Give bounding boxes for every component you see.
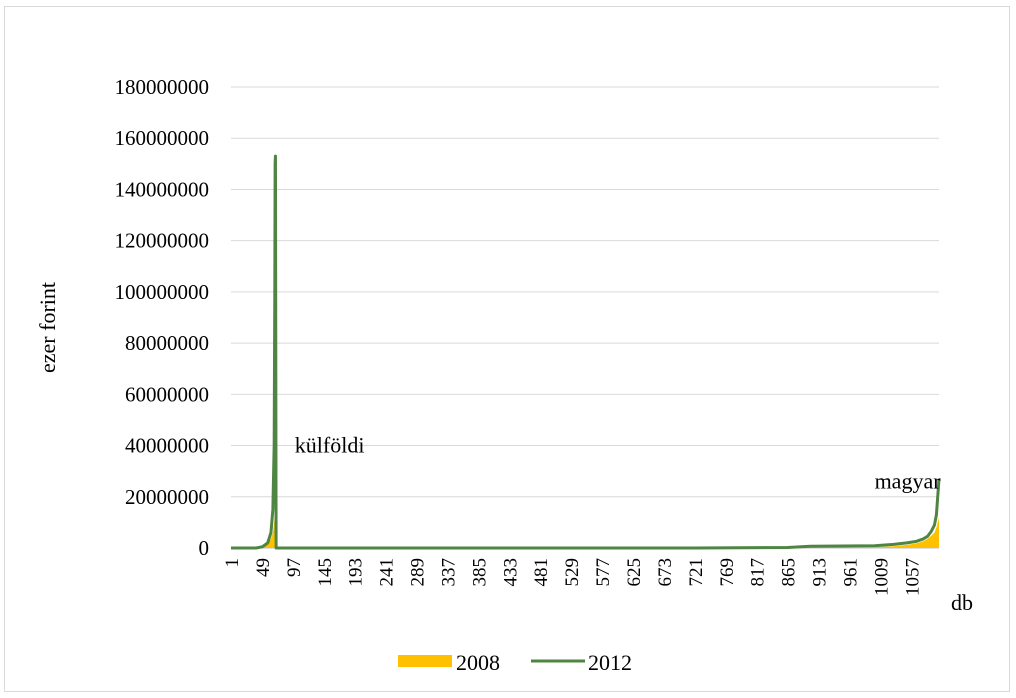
x-tick-label: 433: [500, 558, 521, 587]
x-tick-label: 625: [624, 558, 645, 587]
x-tick-label: 721: [686, 558, 707, 587]
x-axis-title: db: [951, 590, 973, 615]
series-2008-area: [231, 517, 939, 548]
annotation-kulfoldi: külföldi: [295, 433, 365, 458]
y-tick-label: 180000000: [115, 75, 210, 99]
x-tick-label: 961: [840, 558, 861, 587]
y-tick-label: 40000000: [125, 434, 209, 458]
x-tick-label: 385: [469, 558, 490, 587]
legend-label-2008: 2008: [456, 650, 500, 675]
y-tick-label: 0: [199, 536, 210, 560]
x-tick-label: 49: [253, 558, 274, 577]
y-tick-label: 160000000: [115, 126, 210, 150]
y-tick-label: 140000000: [115, 177, 210, 201]
x-tick-label: 673: [655, 558, 676, 587]
y-tick-label: 120000000: [115, 229, 210, 253]
x-tick-label: 145: [315, 558, 336, 587]
x-tick-label: 1009: [871, 558, 892, 596]
y-axis-title: ezer forint: [35, 282, 60, 373]
x-tick-label: 1057: [902, 558, 923, 596]
x-tick-label: 193: [346, 558, 367, 587]
x-tick-label: 865: [779, 558, 800, 587]
y-tick-label: 20000000: [125, 485, 209, 509]
x-tick-label: 241: [377, 558, 398, 587]
y-tick-label: 60000000: [125, 382, 209, 406]
x-tick-label: 97: [284, 558, 305, 577]
x-tick-label: 817: [748, 558, 769, 587]
y-tick-label: 80000000: [125, 331, 209, 355]
x-tick-label: 913: [810, 558, 831, 587]
series-2012-line: [231, 154, 941, 550]
x-tick-label: 337: [438, 558, 459, 587]
x-tick-label: 577: [593, 558, 614, 587]
chart-frame: 0 20000000 40000000 60000000 80000000 1000000…: [4, 6, 1010, 692]
legend-label-2012: 2012: [588, 650, 632, 675]
x-tick-label: 529: [562, 558, 583, 587]
chart-svg: 0 20000000 40000000 60000000 80000000 1000000…: [35, 75, 973, 675]
x-tick-label: 1: [222, 558, 243, 568]
annotation-magyar: magyar: [875, 468, 942, 493]
legend-swatch-2008: [398, 655, 452, 667]
y-tick-label: 100000000: [115, 280, 210, 304]
x-tick-label: 289: [408, 558, 429, 587]
x-tick-label: 481: [531, 558, 552, 587]
x-tick-label: 769: [717, 558, 738, 587]
